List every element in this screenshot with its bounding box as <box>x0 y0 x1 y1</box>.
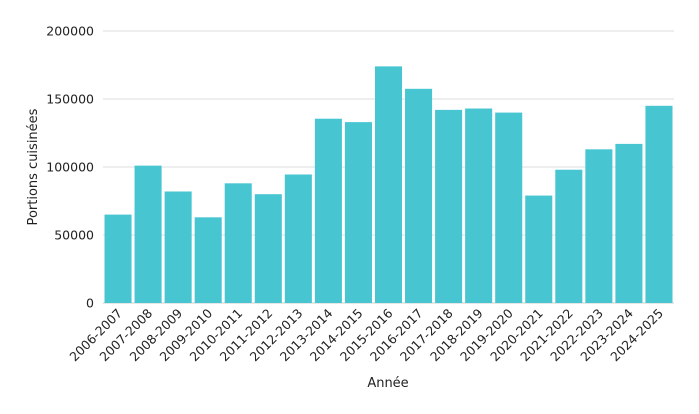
bar-2008-2009 <box>164 191 192 303</box>
bar-2015-2016 <box>374 66 403 303</box>
bar-2007-2008 <box>134 165 162 303</box>
bar-2016-2017 <box>405 88 433 303</box>
bar-2014-2015 <box>344 122 372 304</box>
bar-2017-2018 <box>435 109 463 303</box>
bar-2022-2023 <box>585 149 613 303</box>
y-axis-title: Portions cuisinées <box>26 108 41 225</box>
bar-2020-2021 <box>525 195 553 303</box>
bar-2010-2011 <box>224 183 252 303</box>
bar-2019-2020 <box>495 112 523 303</box>
bar-2006-2007 <box>104 214 132 303</box>
x-axis-ticks: 2006-20072007-20082008-20092009-20102010… <box>66 305 666 364</box>
y-tick-label: 50000 <box>54 228 94 243</box>
y-tick-label: 100000 <box>46 160 94 175</box>
y-tick-label: 0 <box>86 296 94 311</box>
y-axis-ticks: 0 50000 100000 150000 200000 <box>46 24 94 311</box>
y-tick-label: 200000 <box>46 24 94 39</box>
bar-2013-2014 <box>314 118 342 303</box>
bar-2021-2022 <box>555 169 583 303</box>
bar-2012-2013 <box>284 174 312 303</box>
bar-2023-2024 <box>615 143 643 303</box>
x-axis-title: Année <box>367 376 408 391</box>
bar-2009-2010 <box>194 217 222 303</box>
bar-2018-2019 <box>465 108 493 304</box>
bar-2011-2012 <box>254 194 282 303</box>
y-tick-label: 150000 <box>46 92 94 107</box>
bar-2024-2025 <box>645 105 673 303</box>
bars <box>104 66 673 304</box>
